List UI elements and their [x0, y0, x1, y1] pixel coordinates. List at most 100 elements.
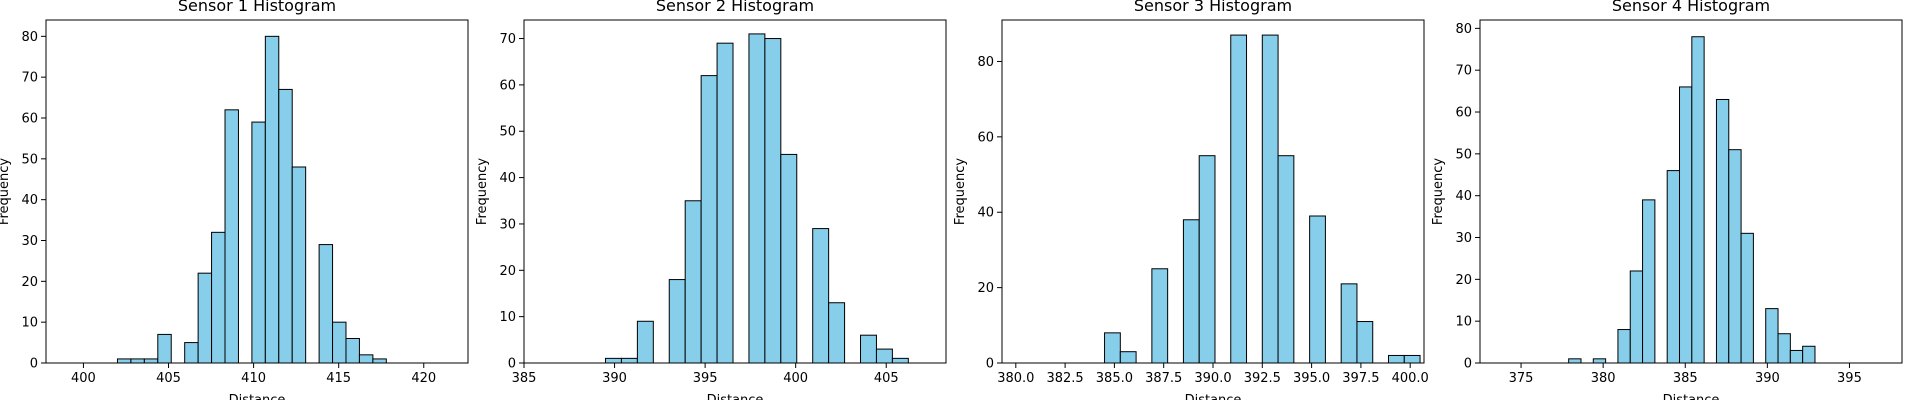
histogram-bar	[211, 231, 226, 364]
histogram-bar	[1765, 308, 1779, 364]
y-tick-label: 60	[977, 130, 994, 145]
histogram-bar	[264, 35, 280, 364]
histogram-bar	[358, 354, 374, 364]
histogram-bar	[780, 153, 798, 364]
x-tick-label: 400.0	[1392, 371, 1429, 386]
histogram-bar	[1104, 332, 1121, 364]
histogram-bar	[1340, 283, 1358, 364]
y-axis-label: Frequency	[1431, 158, 1446, 225]
x-tick-label: 387.5	[1145, 371, 1182, 386]
y-tick-label: 80	[1455, 22, 1472, 37]
histogram-bar	[1592, 358, 1607, 364]
x-tick-label: 415	[326, 371, 351, 386]
histogram-bar	[1789, 349, 1804, 364]
y-axis-label: Frequency	[0, 158, 12, 225]
histogram-bar	[224, 109, 239, 364]
x-axis-label: Distance	[707, 393, 764, 400]
x-axis-label: Distance	[229, 393, 286, 400]
y-tick-label: 40	[499, 171, 516, 186]
x-tick-label: 397.5	[1342, 371, 1379, 386]
y-tick-label: 10	[21, 316, 38, 331]
x-tick-label: 385.0	[1096, 371, 1133, 386]
y-tick-label: 40	[977, 206, 994, 221]
y-tick-label: 80	[977, 55, 994, 70]
y-tick-label: 10	[499, 310, 516, 325]
y-tick-label: 40	[21, 193, 38, 208]
y-tick-label: 60	[1455, 106, 1472, 121]
histogram-bar	[1403, 354, 1421, 364]
y-axis-label: Frequency	[475, 158, 490, 225]
x-tick-label: 400	[783, 371, 808, 386]
y-tick-label: 20	[977, 281, 994, 296]
y-tick-label: 30	[499, 217, 516, 232]
histogram-bar	[1629, 270, 1644, 364]
histogram-bar	[1182, 219, 1200, 364]
histogram-bar	[143, 358, 159, 364]
y-tick-label: 20	[499, 264, 516, 279]
y-tick-label: 70	[1455, 64, 1472, 79]
histogram-bar	[291, 166, 307, 364]
y-tick-label: 0	[30, 357, 38, 372]
x-axis-label: Distance	[1185, 393, 1242, 400]
chart-title: Sensor 4 Histogram	[1612, 0, 1770, 15]
histogram-bar	[1642, 199, 1656, 364]
histogram-bar	[278, 88, 293, 364]
histogram-bar	[372, 358, 387, 364]
y-tick-label: 70	[499, 32, 516, 47]
histogram-bar	[251, 121, 266, 364]
y-tick-label: 30	[1455, 231, 1472, 246]
x-tick-label: 405	[156, 371, 181, 386]
histogram-bar	[620, 357, 638, 364]
histogram-bar	[1119, 351, 1137, 364]
x-tick-label: 390.0	[1194, 371, 1231, 386]
x-tick-label: 385	[512, 371, 537, 386]
histogram-bar	[1715, 98, 1730, 364]
y-tick-label: 50	[1455, 147, 1472, 162]
histogram-bar	[318, 244, 334, 364]
histogram-panel-1: 400 405 410 415 420 0 10 20 30 40 50 60 70 80 Sensor 1…	[0, 0, 469, 400]
histogram-panel-4: 375 380 385 390 395 0 10 20 30 40 50 60 70 80 Sensor 4…	[1431, 0, 1903, 400]
x-tick-label: 382.5	[1046, 371, 1083, 386]
histogram-bar	[891, 357, 909, 364]
histogram-bar	[157, 333, 172, 364]
y-tick-label: 50	[21, 152, 38, 167]
histogram-bar	[1740, 232, 1754, 364]
histogram-panel-3: 380.0 382.5 385.0 387.5 390.0 392.5 395.0 397.5…	[953, 0, 1429, 400]
x-tick-label: 375	[1509, 371, 1534, 386]
histogram-bar	[1309, 215, 1326, 364]
histogram-bar	[130, 358, 145, 364]
histogram-bar	[1666, 170, 1681, 364]
histogram-bar	[1230, 34, 1248, 364]
x-tick-label: 385	[1673, 371, 1698, 386]
y-tick-label: 80	[21, 30, 38, 45]
x-tick-label: 420	[411, 371, 436, 386]
histogram-bar	[1691, 36, 1705, 364]
x-tick-label: 395.0	[1293, 371, 1330, 386]
histogram-bar	[1198, 155, 1216, 364]
x-tick-label: 410	[241, 371, 266, 386]
y-tick-label: 0	[508, 357, 516, 372]
y-tick-label: 50	[499, 125, 516, 140]
histogram-bar	[1728, 149, 1742, 364]
histogram-bar	[636, 320, 654, 364]
plot-frame	[1479, 19, 1903, 364]
y-tick-label: 0	[1464, 357, 1472, 372]
x-tick-label: 380	[1591, 371, 1616, 386]
histogram-bar	[764, 38, 782, 364]
histogram-bar	[1777, 333, 1791, 364]
histogram-bar	[116, 358, 132, 364]
histogram-bar	[1277, 155, 1295, 364]
x-tick-label: 390	[1755, 371, 1780, 386]
histogram-bar	[668, 279, 686, 364]
histogram-bar	[197, 272, 213, 364]
y-tick-label: 60	[499, 78, 516, 93]
histogram-bar	[332, 321, 347, 364]
histogram-bar	[1151, 268, 1169, 364]
histogram-bar	[812, 228, 830, 364]
y-tick-label: 10	[1455, 315, 1472, 330]
y-tick-label: 70	[21, 71, 38, 86]
x-tick-label: 395	[1837, 371, 1862, 386]
x-tick-label: 392.5	[1244, 371, 1281, 386]
x-axis-label: Distance	[1663, 393, 1720, 400]
